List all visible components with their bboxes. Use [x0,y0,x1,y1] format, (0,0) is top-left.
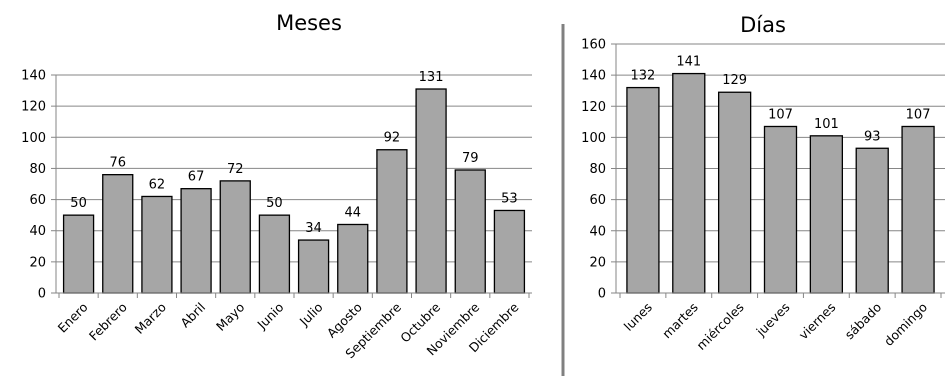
dias-category-label: sábado [842,300,885,343]
meses-data-label: 67 [188,170,205,185]
dias-data-labels: 132 141 129 107 101 93 107 [631,55,931,145]
meses-y-tick-label: 40 [29,224,46,239]
meses-data-label: 53 [501,191,518,206]
dias-y-tick-label: 80 [589,162,606,177]
meses-data-label: 50 [266,196,283,211]
dias-y-tick-label: 20 [589,255,606,270]
meses-bar [454,169,486,294]
meses-data-label: 62 [149,177,166,192]
dias-chart-title: Días [740,13,786,37]
meses-data-label: 44 [344,205,361,220]
dias-y-tick-label: 40 [589,224,606,239]
dias-bars [626,72,935,294]
meses-y-tick-label: 0 [38,287,46,302]
dias-bar [763,125,798,294]
dias-category-label: jueves [753,300,793,340]
dias-y-tick-label: 120 [581,100,606,115]
dias-bar [901,125,935,294]
meses-data-labels: 50 76 62 67 72 50 34 44 92 131 79 53 [70,70,517,236]
meses-bar [141,195,173,294]
meses-bar [219,180,251,294]
meses-bar [180,188,212,294]
meses-category-label: Julio [296,300,326,330]
meses-bar [62,214,95,294]
meses-bar [337,223,369,294]
meses-data-label: 131 [419,70,444,85]
meses-bar [376,149,408,294]
meses-axes [51,74,532,298]
dias-y-tick-label: 100 [581,131,606,146]
dias-y-tick-label: 60 [589,193,606,208]
meses-category-label: Mayo [213,300,247,334]
meses-category-label: Marzo [132,300,169,337]
meses-chart-title: Meses [276,11,342,35]
dias-bar [809,135,844,294]
meses-bar [102,174,134,294]
dias-data-label: 107 [768,107,793,122]
meses-y-tick-label: 140 [21,69,46,84]
meses-data-label: 50 [70,196,87,211]
dias-category-label: domingo [881,300,930,349]
meses-y-tick-label: 120 [21,100,46,115]
dias-bar [717,91,752,294]
dias-category-label: miércoles [693,300,746,353]
dias-y-tick-labels: 0 20 40 60 80 100 120 140 160 [581,38,606,302]
meses-y-tick-label: 100 [21,131,46,146]
meses-category-label: Febrero [86,300,130,344]
meses-bar [258,214,291,294]
meses-y-tick-labels: 0 20 40 60 80 100 120 140 [21,69,46,302]
meses-data-label: 34 [305,221,322,236]
dias-category-label: martes [659,300,701,342]
meses-y-tick-label: 20 [29,255,46,270]
dias-data-label: 93 [864,129,881,144]
meses-data-label: 76 [109,156,126,171]
meses-bar [297,239,330,294]
meses-bars [62,88,526,294]
meses-data-label: 72 [227,162,244,177]
dias-axes [611,43,945,298]
meses-data-label: 92 [384,131,401,146]
dias-data-label: 101 [814,117,839,132]
meses-y-tick-label: 80 [29,162,46,177]
dias-category-label: lunes [621,300,655,334]
meses-category-label: Enero [55,300,91,336]
meses-category-label: Abril [177,300,208,331]
dias-y-tick-label: 160 [581,38,606,53]
dias-bar [855,147,889,294]
dias-bar [626,86,660,294]
dias-data-label: 141 [676,55,701,70]
meses-chart: Meses 0 20 40 60 80 100 120 140 50 76 62 67 72 50 34 4… [21,11,532,361]
dias-data-label: 132 [631,69,656,84]
dias-y-tick-label: 0 [598,287,606,302]
dias-bar [672,72,706,294]
meses-gridlines [56,74,532,263]
dias-data-label: 107 [906,107,931,122]
dias-category-label: viernes [796,300,839,343]
meses-y-tick-label: 60 [29,193,46,208]
dias-data-label: 129 [722,73,747,88]
meses-bar [493,209,526,294]
dias-y-tick-label: 140 [581,69,606,84]
meses-bar [415,88,447,294]
meses-category-label: Junio [254,300,287,333]
meses-data-label: 79 [462,151,479,166]
